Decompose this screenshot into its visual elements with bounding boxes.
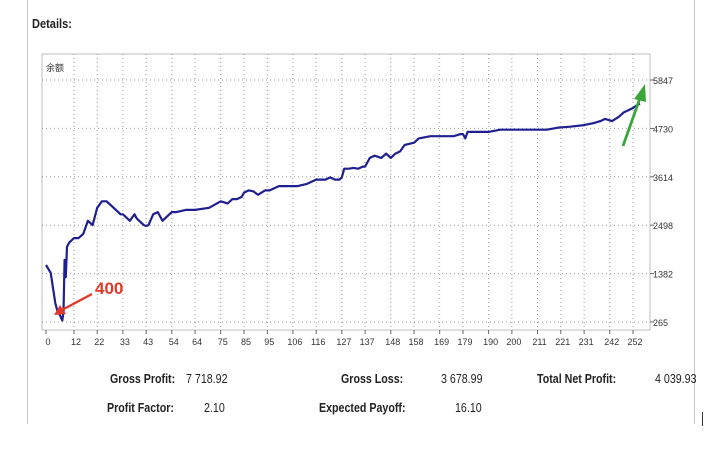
green-arrow-line [621, 97, 642, 147]
x-tick-label: 54 [169, 337, 179, 347]
section-title: Details: [32, 16, 72, 31]
balance-line [45, 102, 641, 322]
x-tick-label: 64 [192, 337, 202, 347]
gross-profit-label: Gross Profit: [110, 371, 176, 386]
green-arrow-head [634, 84, 646, 102]
y-axis-ticks: 265 1382 2498 3614 4730 5847 [650, 76, 673, 328]
x-tick-label: 221 [555, 337, 570, 347]
x-tick-label: 158 [409, 337, 424, 347]
x-tick-label: 200 [506, 337, 521, 347]
profit-factor-value: 2.10 [204, 400, 225, 415]
x-tick-label: 43 [143, 337, 153, 347]
profit-factor-label: Profit Factor: [107, 400, 174, 415]
chart-title: 余额 [46, 62, 64, 74]
x-tick-label: 33 [120, 337, 130, 347]
x-tick-label: 242 [604, 337, 619, 347]
gross-profit-value: 7 718.92 [186, 371, 228, 386]
grid-lines [42, 54, 650, 330]
gross-loss-value: 3 678.99 [441, 371, 483, 386]
red-arrow-line [59, 292, 93, 313]
x-axis-ticks: 0 12 22 33 43 54 64 75 85 95 106 116 127 137 148 158 169… [45, 330, 643, 347]
x-tick-label: 22 [94, 337, 104, 347]
x-tick-label: 75 [218, 337, 228, 347]
gross-loss-label: Gross Loss: [341, 371, 404, 386]
x-tick-label: 137 [360, 337, 375, 347]
red-annotation-label: 400 [95, 279, 123, 298]
x-tick-label: 148 [385, 337, 400, 347]
red-arrow-head [54, 305, 66, 315]
x-tick-label: 95 [264, 337, 274, 347]
x-tick-label: 169 [434, 337, 449, 347]
x-tick-label: 179 [457, 337, 472, 347]
plot-frame [41, 53, 651, 331]
y-tick-label: 3614 [653, 173, 673, 183]
total-net-profit-value: 4 039.93 [655, 371, 697, 386]
x-tick-label: 252 [628, 337, 643, 347]
y-tick-label: 2498 [653, 221, 673, 231]
y-tick-label: 4730 [653, 124, 673, 134]
x-tick-label: 0 [45, 337, 50, 347]
text-cursor [702, 412, 703, 426]
details-frame [27, 0, 695, 424]
balance-chart: 余额 0 12 22 33 43 54 64 75 85 95 106 116 127 137 148 158… [41, 53, 673, 347]
expected-payoff-value: 16.10 [455, 400, 482, 415]
x-tick-label: 12 [71, 337, 81, 347]
x-tick-label: 85 [241, 337, 251, 347]
y-tick-label: 1382 [653, 270, 673, 280]
x-tick-label: 116 [311, 337, 325, 347]
x-tick-label: 231 [579, 337, 594, 347]
x-tick-label: 211 [532, 337, 546, 347]
expected-payoff-label: Expected Payoff: [319, 400, 406, 415]
x-tick-label: 106 [287, 337, 302, 347]
x-tick-label: 127 [336, 337, 351, 347]
y-tick-label: 265 [653, 318, 668, 328]
total-net-profit-label: Total Net Profit: [537, 371, 617, 386]
x-tick-label: 190 [483, 337, 498, 347]
y-tick-label: 5847 [653, 76, 673, 86]
